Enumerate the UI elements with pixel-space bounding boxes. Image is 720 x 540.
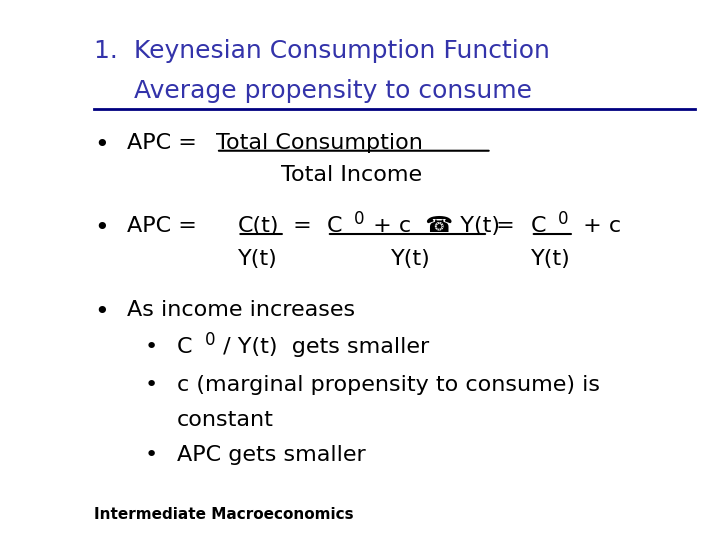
Text: APC =: APC = [127,133,204,153]
Text: 1.  Keynesian Consumption Function: 1. Keynesian Consumption Function [94,39,550,63]
Text: C: C [531,217,546,237]
Text: 0: 0 [558,210,569,228]
Text: 0: 0 [354,210,364,228]
Text: =: = [490,217,522,237]
Text: Total Consumption: Total Consumption [216,133,423,153]
Text: As income increases: As income increases [127,300,355,320]
Text: Total Income: Total Income [282,165,423,185]
Text: 0: 0 [205,330,216,349]
Text: constant: constant [176,410,274,430]
Text: c (marginal propensity to consume) is: c (marginal propensity to consume) is [176,375,600,395]
Text: + c: + c [576,217,621,237]
Text: C(t): C(t) [238,217,279,237]
Text: =: = [286,217,319,237]
Text: Average propensity to consume: Average propensity to consume [94,79,532,103]
Text: Intermediate Macroeconomics: Intermediate Macroeconomics [94,508,354,523]
Text: Y(t): Y(t) [238,248,277,268]
Text: + c  ☎ Y(t): + c ☎ Y(t) [366,217,500,237]
Text: C: C [176,337,192,357]
Text: •: • [94,217,109,240]
Text: APC gets smaller: APC gets smaller [176,444,366,464]
Text: •: • [94,133,109,157]
Text: Y(t): Y(t) [392,248,431,268]
Text: APC =: APC = [127,217,204,237]
Text: / Y(t)  gets smaller: / Y(t) gets smaller [216,337,429,357]
Text: Y(t): Y(t) [531,248,571,268]
Text: •: • [94,300,109,323]
Text: •: • [145,375,158,395]
Text: C: C [327,217,343,237]
Text: •: • [145,444,158,464]
Text: •: • [145,337,158,357]
